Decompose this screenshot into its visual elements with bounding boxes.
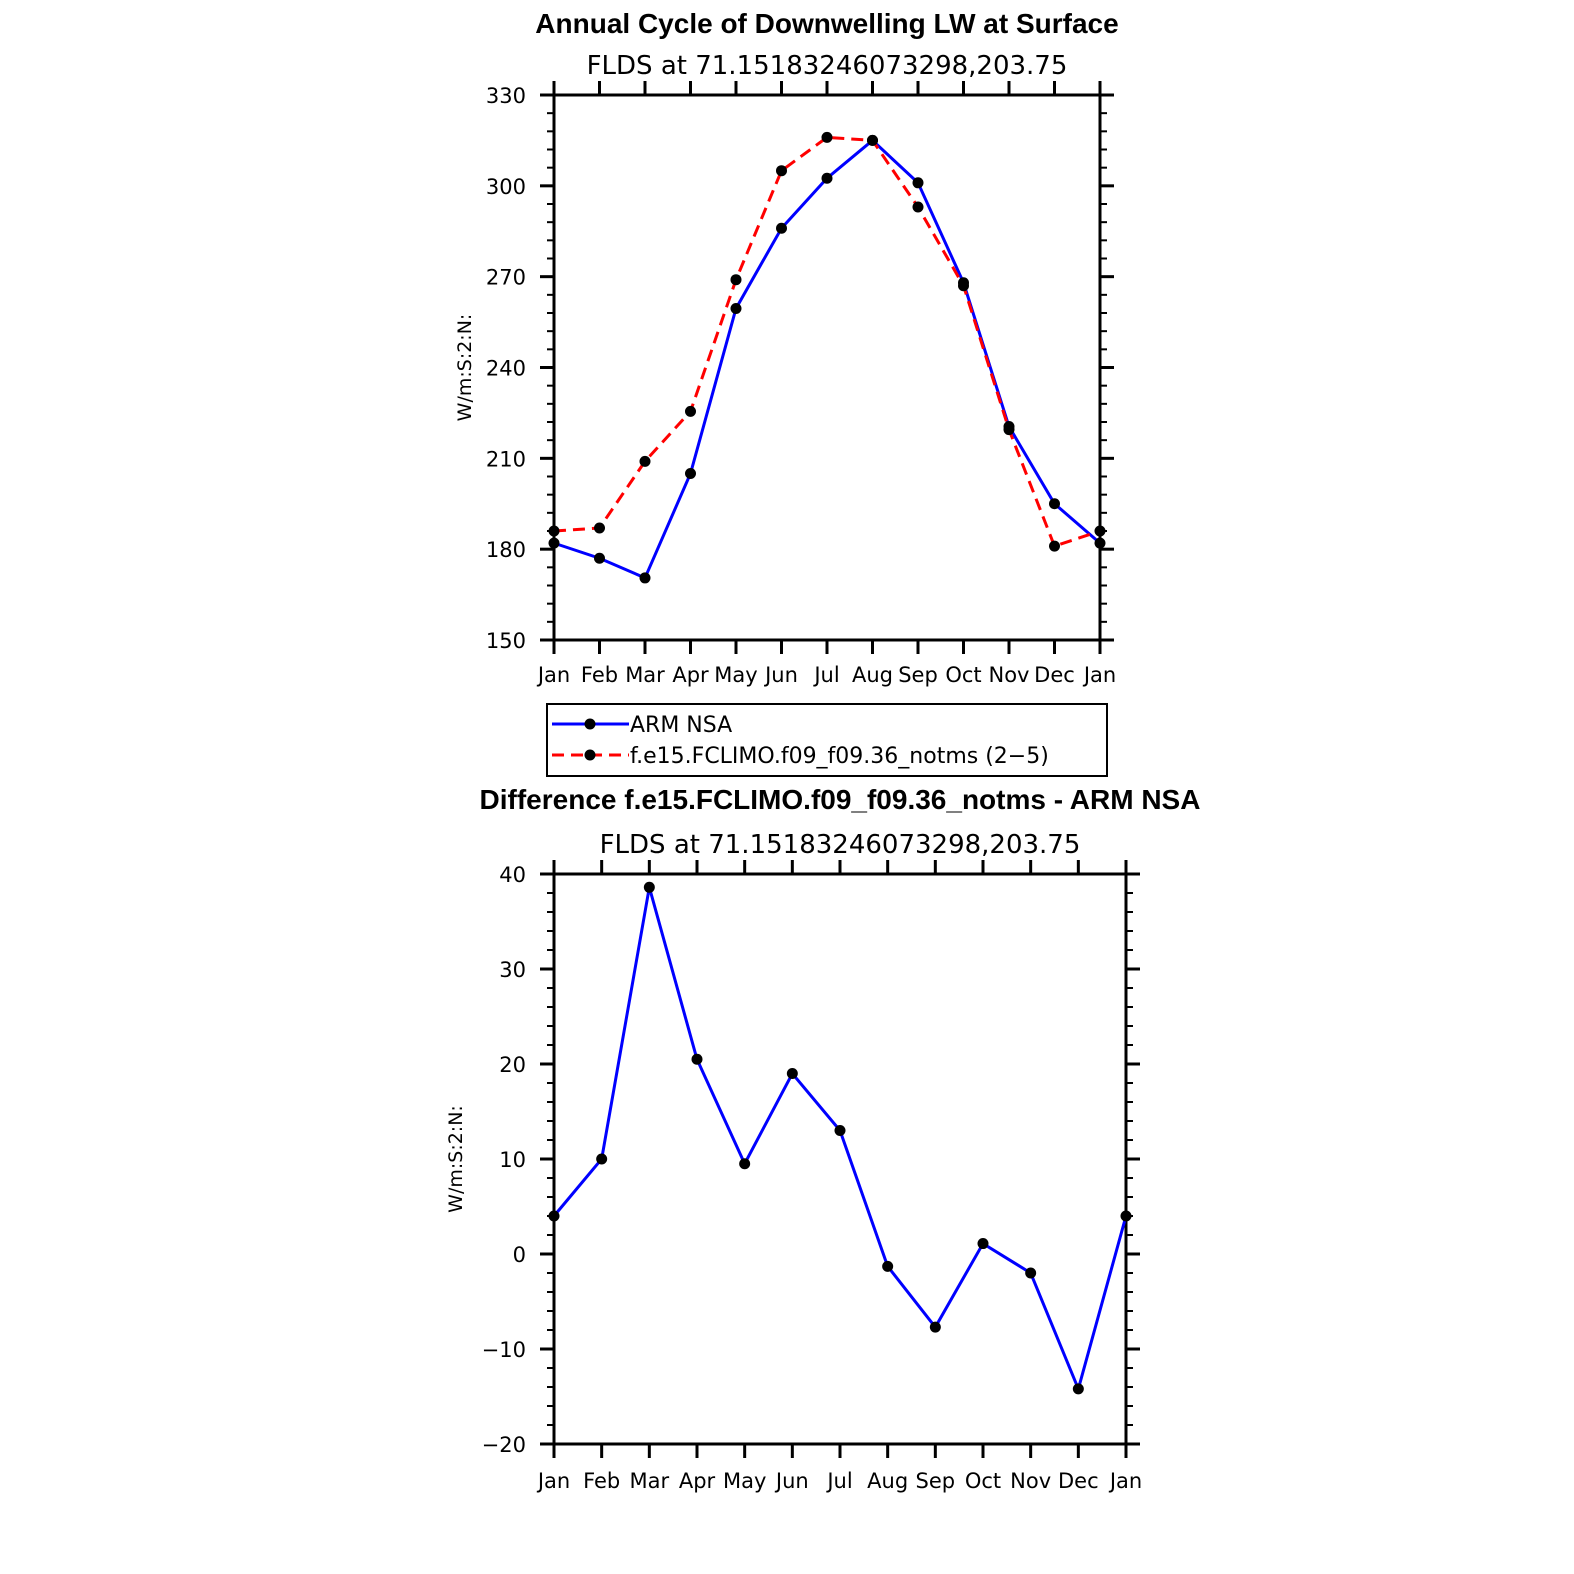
x-tick-label: Oct (965, 1469, 1001, 1493)
data-point (821, 131, 833, 143)
data-point (1094, 525, 1106, 537)
x-tick-label: Jan (1082, 663, 1116, 687)
data-point (1025, 1267, 1037, 1279)
y-tick-label: 270 (486, 266, 526, 290)
y-tick-label: 330 (486, 84, 526, 108)
x-tick-label: Jul (825, 1469, 852, 1493)
y-axis-label: W/m:S:2:N: (454, 314, 476, 422)
y-tick-label: 150 (486, 629, 526, 653)
data-point (776, 222, 787, 234)
data-point (929, 1321, 941, 1333)
y-axis-label: W/m:S:2:N: (445, 1105, 467, 1213)
y-tick-label: 20 (499, 1053, 526, 1077)
data-point (821, 172, 833, 184)
data-point (912, 177, 924, 189)
data-point (912, 201, 924, 213)
y-tick-label: 180 (486, 538, 526, 562)
y-tick-label: 210 (486, 447, 526, 471)
x-tick-label: Dec (1058, 1469, 1099, 1493)
y-tick-label: 10 (499, 1148, 526, 1172)
data-point (1120, 1210, 1132, 1222)
data-point (548, 537, 560, 549)
data-point (1094, 537, 1106, 549)
data-point (1049, 498, 1060, 510)
data-point (958, 280, 969, 292)
data-point (594, 552, 605, 564)
annual-cycle-panel: Annual Cycle of Downwelling LW at Surfac… (454, 8, 1119, 687)
y-tick-label: 300 (486, 175, 526, 199)
data-point (594, 522, 605, 534)
legend-marker (584, 749, 596, 761)
x-tick-label: Apr (672, 663, 709, 687)
plot-frame (552, 872, 1128, 1446)
x-tick-label: Jan (536, 1469, 570, 1493)
data-point (685, 467, 696, 479)
legend-box (546, 703, 1108, 777)
chart-title: Difference f.e15.FCLIMO.f09_f09.36_notms… (480, 784, 1201, 815)
chart-title: Annual Cycle of Downwelling LW at Surfac… (535, 8, 1118, 39)
data-point (685, 405, 696, 417)
legend-marker (584, 718, 596, 730)
data-point (1049, 540, 1060, 552)
x-tick-label: Jan (1108, 1469, 1142, 1493)
y-tick-label: 40 (499, 863, 526, 887)
data-point (691, 1053, 703, 1065)
data-point (643, 881, 655, 893)
data-point (977, 1238, 989, 1250)
data-point (639, 455, 651, 467)
x-tick-label: Apr (679, 1469, 716, 1493)
series-line (553, 135, 1101, 549)
legend-label: f.e15.FCLIMO.f09_f09.36_notms (2−5) (630, 744, 1049, 769)
x-tick-label: Aug (852, 663, 893, 687)
data-point (548, 1210, 560, 1222)
x-tick-label: Feb (581, 663, 618, 687)
x-tick-label: May (714, 663, 757, 687)
data-point (639, 572, 651, 584)
data-point (867, 134, 878, 146)
x-tick-label: Dec (1034, 663, 1075, 687)
data-point (596, 1153, 608, 1165)
data-point (1072, 1383, 1084, 1395)
data-point (776, 165, 787, 177)
data-point (548, 525, 560, 537)
x-tick-label: Mar (625, 663, 665, 687)
x-tick-label: May (723, 1469, 766, 1493)
x-tick-label: Jan (536, 663, 570, 687)
y-tick-label: 0 (513, 1243, 526, 1267)
data-point (739, 1158, 751, 1170)
x-tick-label: Jul (812, 663, 839, 687)
data-point (834, 1125, 846, 1136)
data-point (730, 274, 742, 286)
y-tick-label: −20 (482, 1433, 526, 1457)
x-tick-label: Feb (583, 1469, 620, 1493)
x-tick-label: Sep (916, 1469, 956, 1493)
data-point (1003, 424, 1015, 436)
x-tick-label: Nov (1010, 1469, 1051, 1493)
x-tick-label: Oct (945, 663, 981, 687)
y-tick-label: 240 (486, 357, 526, 381)
x-tick-label: Sep (898, 663, 938, 687)
difference-panel: Difference f.e15.FCLIMO.f09_f09.36_notms… (445, 784, 1200, 1493)
x-tick-label: Aug (867, 1469, 908, 1493)
data-point (786, 1068, 798, 1079)
data-point (882, 1260, 894, 1272)
chart-subtitle: FLDS at 71.15183246073298,203.75 (587, 51, 1068, 81)
data-point (730, 302, 742, 314)
chart-subtitle: FLDS at 71.15183246073298,203.75 (600, 830, 1081, 860)
x-tick-label: Jun (763, 663, 798, 687)
x-tick-label: Mar (630, 1469, 670, 1493)
y-tick-label: −10 (482, 1338, 526, 1362)
legend-label: ARM NSA (630, 713, 732, 738)
legend: ARM NSA f.e15.FCLIMO.f09_f09.36_notms (2−… (546, 703, 1108, 777)
series-line (553, 138, 1101, 580)
y-tick-label: 30 (499, 958, 526, 982)
x-tick-label: Jun (774, 1469, 809, 1493)
x-tick-label: Nov (989, 663, 1030, 687)
series-line (552, 886, 1128, 1394)
